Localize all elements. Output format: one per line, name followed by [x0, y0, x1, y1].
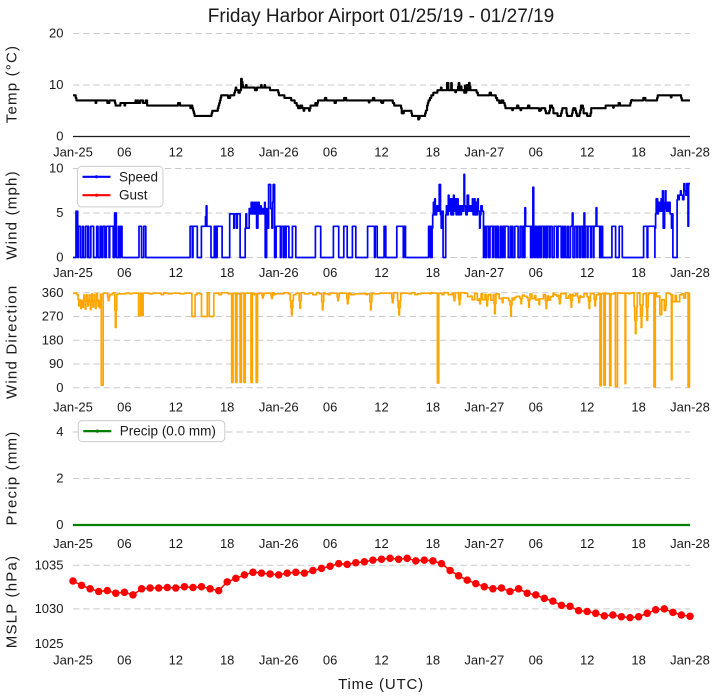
- svg-text:12: 12: [580, 536, 594, 551]
- svg-text:Jan-26: Jan-26: [259, 400, 299, 415]
- svg-text:06: 06: [529, 265, 543, 280]
- svg-text:Jan-25: Jan-25: [53, 265, 93, 280]
- svg-text:5: 5: [56, 205, 63, 220]
- svg-text:Jan-27: Jan-27: [464, 144, 504, 159]
- svg-text:18: 18: [220, 144, 234, 159]
- svg-text:Jan-28: Jan-28: [670, 265, 710, 280]
- svg-text:4: 4: [56, 424, 63, 439]
- svg-text:Precip (mm): Precip (mm): [4, 431, 21, 526]
- svg-text:90: 90: [49, 356, 63, 371]
- svg-text:12: 12: [169, 400, 183, 415]
- svg-text:12: 12: [374, 400, 388, 415]
- svg-text:06: 06: [323, 144, 337, 159]
- svg-text:Jan-27: Jan-27: [464, 265, 504, 280]
- svg-text:20: 20: [49, 26, 63, 41]
- svg-text:1030: 1030: [35, 601, 64, 616]
- svg-text:0: 0: [56, 517, 63, 532]
- svg-text:360: 360: [42, 285, 64, 300]
- svg-text:1035: 1035: [35, 558, 64, 573]
- svg-text:Temp (°C): Temp (°C): [4, 45, 21, 123]
- svg-text:18: 18: [631, 400, 645, 415]
- svg-text:Time (UTC): Time (UTC): [338, 676, 424, 693]
- svg-text:06: 06: [117, 400, 131, 415]
- svg-text:06: 06: [323, 265, 337, 280]
- svg-text:12: 12: [169, 144, 183, 159]
- svg-text:Wind (mph): Wind (mph): [4, 170, 21, 260]
- svg-text:Friday Harbor Airport 01/25/19: Friday Harbor Airport 01/25/19 - 01/27/1…: [208, 6, 554, 27]
- svg-text:Jan-27: Jan-27: [464, 536, 504, 551]
- svg-text:06: 06: [117, 536, 131, 551]
- svg-text:12: 12: [374, 653, 388, 668]
- svg-text:Jan-28: Jan-28: [670, 400, 710, 415]
- svg-text:0: 0: [56, 250, 63, 265]
- svg-text:Wind Direction: Wind Direction: [4, 285, 21, 399]
- svg-text:Jan-27: Jan-27: [464, 400, 504, 415]
- svg-text:12: 12: [580, 400, 594, 415]
- svg-text:0: 0: [56, 380, 63, 395]
- svg-text:12: 12: [580, 653, 594, 668]
- svg-text:Jan-26: Jan-26: [259, 265, 299, 280]
- svg-text:18: 18: [220, 653, 234, 668]
- svg-text:Jan-26: Jan-26: [259, 653, 299, 668]
- svg-text:12: 12: [169, 536, 183, 551]
- svg-text:Jan-26: Jan-26: [259, 536, 299, 551]
- svg-text:Jan-27: Jan-27: [464, 653, 504, 668]
- svg-text:Jan-28: Jan-28: [670, 144, 710, 159]
- svg-text:18: 18: [220, 536, 234, 551]
- svg-text:270: 270: [42, 309, 64, 324]
- svg-text:12: 12: [374, 265, 388, 280]
- svg-text:Precip (0.0 mm): Precip (0.0 mm): [120, 424, 216, 439]
- svg-text:Speed: Speed: [119, 169, 158, 184]
- svg-text:06: 06: [323, 400, 337, 415]
- svg-text:06: 06: [117, 144, 131, 159]
- svg-text:18: 18: [426, 536, 440, 551]
- svg-text:06: 06: [529, 653, 543, 668]
- svg-text:Jan-25: Jan-25: [53, 653, 93, 668]
- svg-text:06: 06: [117, 653, 131, 668]
- svg-text:12: 12: [169, 653, 183, 668]
- svg-text:06: 06: [529, 144, 543, 159]
- svg-text:12: 12: [374, 536, 388, 551]
- svg-text:10: 10: [49, 161, 63, 176]
- svg-text:06: 06: [529, 400, 543, 415]
- svg-text:MSLP (hPa): MSLP (hPa): [4, 555, 21, 648]
- svg-text:10: 10: [49, 77, 63, 92]
- svg-text:12: 12: [580, 265, 594, 280]
- svg-text:06: 06: [323, 653, 337, 668]
- svg-text:Jan-26: Jan-26: [259, 144, 299, 159]
- svg-text:18: 18: [426, 265, 440, 280]
- svg-text:18: 18: [426, 653, 440, 668]
- svg-text:Jan-28: Jan-28: [670, 653, 710, 668]
- svg-text:18: 18: [631, 144, 645, 159]
- svg-text:Jan-25: Jan-25: [53, 144, 93, 159]
- svg-text:1025: 1025: [35, 636, 64, 651]
- svg-text:180: 180: [42, 332, 64, 347]
- svg-text:Jan-25: Jan-25: [53, 536, 93, 551]
- svg-text:18: 18: [426, 144, 440, 159]
- svg-text:18: 18: [220, 265, 234, 280]
- svg-text:18: 18: [631, 653, 645, 668]
- svg-text:18: 18: [631, 265, 645, 280]
- svg-text:2: 2: [56, 471, 63, 486]
- svg-text:Gust: Gust: [119, 188, 148, 203]
- svg-text:12: 12: [374, 144, 388, 159]
- svg-text:06: 06: [529, 536, 543, 551]
- svg-text:06: 06: [323, 536, 337, 551]
- svg-text:0: 0: [56, 129, 63, 144]
- svg-text:Jan-25: Jan-25: [53, 400, 93, 415]
- svg-text:12: 12: [580, 144, 594, 159]
- svg-text:18: 18: [631, 536, 645, 551]
- svg-text:Jan-28: Jan-28: [670, 536, 710, 551]
- svg-text:06: 06: [117, 265, 131, 280]
- svg-text:18: 18: [426, 400, 440, 415]
- svg-text:12: 12: [169, 265, 183, 280]
- svg-text:18: 18: [220, 400, 234, 415]
